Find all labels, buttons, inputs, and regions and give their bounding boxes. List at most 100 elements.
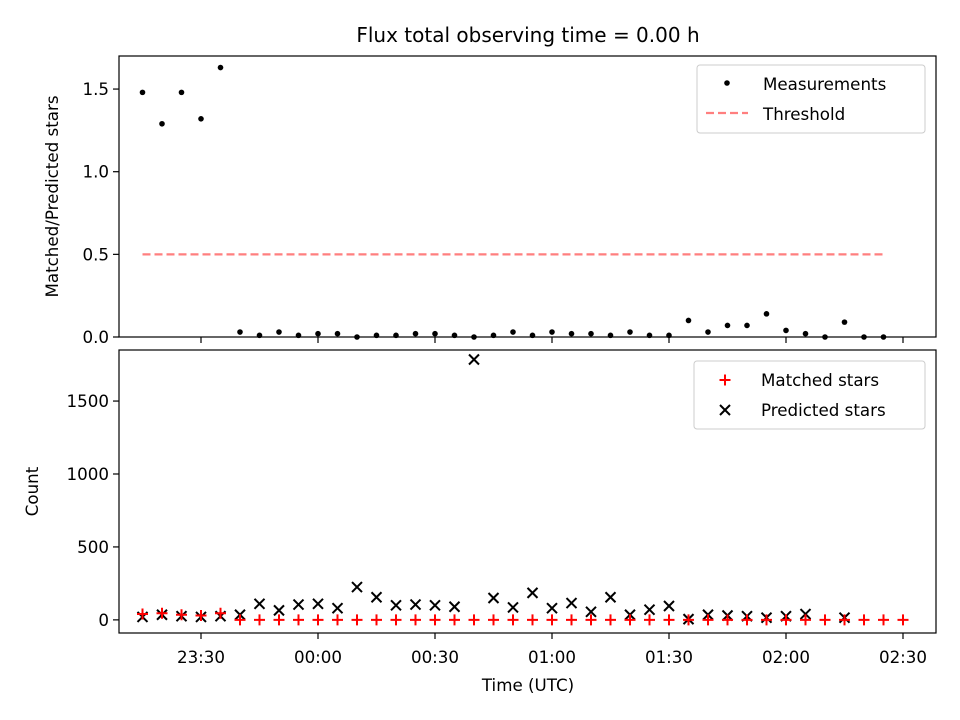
matched-stars-point <box>390 614 402 626</box>
measurement-point <box>354 334 360 340</box>
predicted-stars-point <box>370 591 383 603</box>
matched-stars-point <box>741 614 753 626</box>
measurement-point <box>451 332 458 339</box>
measurement-point <box>607 332 614 339</box>
predicted-stars-point <box>585 606 597 618</box>
matched-stars-point <box>507 614 519 626</box>
matched-stars-point <box>429 614 441 626</box>
measurement-point <box>315 330 321 337</box>
predicted-stars-point <box>604 591 617 603</box>
matched-stars-point <box>312 614 324 626</box>
predicted-stars-point <box>565 597 578 609</box>
predicted-stars-point <box>390 599 402 611</box>
matched-stars-point <box>800 614 811 626</box>
y-tick-label: 500 <box>77 537 109 557</box>
x-axis-ticks: 23:30 00:00 00:30 01:00 01:30 02:00 02:30 <box>177 647 927 667</box>
predicted-stars-point <box>643 603 656 616</box>
measurement-point <box>646 332 653 339</box>
top-panel: 0.0 0.5 1.0 1.5 Matched/Predicted stars Measu… <box>42 55 937 347</box>
y-tick-label: 0 <box>98 610 109 630</box>
matched-stars-point <box>663 614 675 626</box>
predicted-stars-point <box>448 601 461 613</box>
predicted-stars-point <box>429 599 441 611</box>
x-tick-label: 01:30 <box>645 647 693 667</box>
matched-stars-point <box>527 614 538 626</box>
predicted-stars-point <box>253 598 266 610</box>
matched-stars-point <box>195 609 207 621</box>
y-tick-label: 1000 <box>67 464 109 484</box>
measurement-point <box>880 334 887 340</box>
measurement-point <box>822 334 828 340</box>
measurement-point <box>783 327 789 334</box>
y-tick-label: 0.5 <box>82 244 109 264</box>
measurement-point <box>334 330 341 337</box>
matched-stars-point <box>546 614 558 626</box>
matched-stars-point <box>137 608 148 620</box>
measurement-point <box>471 334 477 340</box>
predicted-stars-point <box>273 604 285 617</box>
chart-title: Flux total observing time = 0.00 h <box>356 23 699 47</box>
bottom-panel: 0 500 1000 1500 Count Matched stars Predicted … <box>22 349 937 639</box>
legend: Measurements Threshold <box>696 64 926 134</box>
measurement-point <box>627 329 633 335</box>
x-tick-label: 23:30 <box>177 647 225 667</box>
measurement-point <box>159 120 165 127</box>
predicted-stars-point <box>331 602 344 614</box>
matched-stars-point <box>624 614 636 626</box>
y-tick-label: 1.5 <box>82 79 109 99</box>
measurement-point <box>763 311 770 317</box>
predicted-stars-point <box>409 598 422 611</box>
matched-stars-point <box>722 614 733 626</box>
matched-stars-point <box>566 614 577 626</box>
plot-frame <box>118 349 937 634</box>
matched-stars-point <box>273 614 285 626</box>
measurement-point <box>217 64 224 71</box>
matched-stars-point <box>234 614 246 626</box>
predicted-stars-point <box>487 592 500 604</box>
measurement-point <box>529 332 536 339</box>
matched-stars-point <box>215 607 226 619</box>
matched-stars-point <box>468 614 480 626</box>
legend-label-threshold: Threshold <box>762 104 845 124</box>
legend-box <box>693 360 926 430</box>
matched-stars-point <box>585 614 597 626</box>
legend-label-predicted: Predicted stars <box>761 400 886 420</box>
legend-marker-measurements <box>724 80 730 86</box>
measurement-point <box>705 329 711 335</box>
y-axis-label: Matched/Predicted stars <box>42 95 62 297</box>
measurement-point <box>588 330 594 337</box>
measurement-point <box>724 322 731 329</box>
y-tick-label: 0.0 <box>82 327 109 347</box>
matched-stars-point <box>156 607 168 619</box>
matched-stars-point <box>332 614 343 626</box>
predicted-stars-point <box>468 353 480 366</box>
matched-stars-point <box>644 614 655 626</box>
measurement-point <box>373 332 380 339</box>
measurement-point <box>412 330 419 337</box>
measurement-point <box>237 329 243 335</box>
legend-label-matched: Matched stars <box>761 370 879 390</box>
measurement-point <box>432 330 438 337</box>
matched-stars-point <box>605 614 616 626</box>
measurement-point <box>802 330 809 337</box>
predicted-stars-point <box>526 587 539 599</box>
measurement-point <box>549 329 555 335</box>
measurement-point <box>861 334 867 340</box>
x-tick-label: 00:30 <box>411 647 459 667</box>
y-tick-label: 1.0 <box>82 162 109 182</box>
predicted-stars-point <box>351 581 363 593</box>
measurement-point <box>295 332 302 339</box>
x-tick-label: 02:00 <box>762 647 810 667</box>
measurement-point <box>256 332 263 339</box>
matched-stars-point <box>351 614 363 626</box>
measurement-point <box>841 319 848 325</box>
matched-stars-point <box>488 614 499 626</box>
matched-stars-point <box>819 614 831 626</box>
matched-stars-point <box>761 614 772 626</box>
measurement-point <box>666 332 672 339</box>
measurement-point <box>198 116 204 122</box>
predicted-stars-point <box>663 600 675 612</box>
legend-label-measurements: Measurements <box>763 74 886 94</box>
plot-frame <box>118 55 937 338</box>
